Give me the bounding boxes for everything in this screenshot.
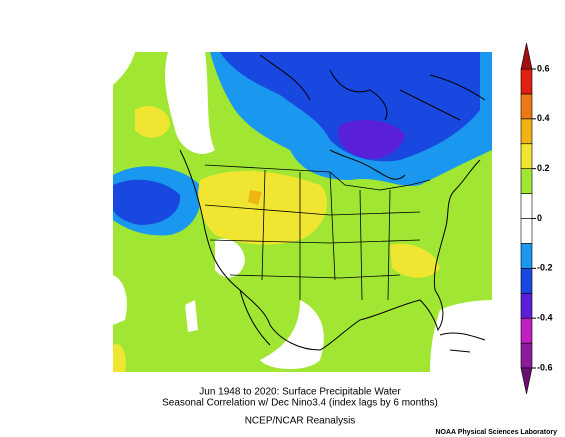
field-positive [135, 105, 170, 138]
colorbar-bin [520, 193, 533, 219]
field-positive [390, 243, 440, 278]
colorbar-bin [520, 143, 533, 169]
field-neutral [260, 300, 324, 369]
field-negative [338, 119, 405, 159]
colorbar-bin [520, 342, 533, 369]
field-negative [113, 179, 181, 225]
colorbar-bin [520, 118, 533, 145]
field-neutral [113, 275, 127, 325]
field-neutral [165, 52, 215, 154]
field-positive [248, 190, 262, 205]
map-subtitle: Seasonal Correlation w/ Dec Nino3.4 (ind… [162, 398, 438, 409]
colorbar-bin [520, 317, 533, 344]
field-positive [113, 344, 126, 372]
colorbar-tick-label: -0.6 [537, 362, 553, 372]
colorbar-tick-label: 0.6 [537, 63, 550, 73]
colorbar-tick-label: 0.2 [537, 163, 550, 173]
colorbar-bin [520, 243, 533, 269]
colorbar: 0.6 0.4 0.2 0 -0.2 -0.4 -0.6 [520, 42, 553, 395]
colorbar-tick-label: -0.4 [537, 313, 553, 323]
field-positive [198, 170, 328, 245]
colorbar-tick-label: 0.4 [537, 113, 550, 123]
colorbar-bin [520, 292, 533, 319]
field-neutral [215, 238, 245, 278]
field-neutral [113, 52, 135, 85]
colorbar-tick-label: -0.2 [537, 263, 553, 273]
colorbar-tick-label: 0 [537, 213, 542, 223]
colorbar-under [520, 367, 533, 395]
map-field [113, 52, 492, 372]
colorbar-bin [520, 218, 533, 244]
colorbar-over [520, 42, 533, 70]
credit-label: NOAA Physical Sciences Laboratory [435, 429, 557, 436]
colorbar-bin [520, 68, 533, 95]
field-negative [220, 52, 480, 162]
colorbar-bin [520, 268, 533, 294]
map-lines [179, 54, 486, 353]
colorbar-bin [520, 93, 533, 120]
colorbar-bin [520, 168, 533, 194]
source-label: NCEP/NCAR Reanalysis [245, 416, 356, 427]
map-title: Jun 1948 to 2020: Surface Precipitable W… [199, 387, 401, 398]
field-neutral [185, 300, 198, 332]
field-neutral [430, 300, 492, 372]
